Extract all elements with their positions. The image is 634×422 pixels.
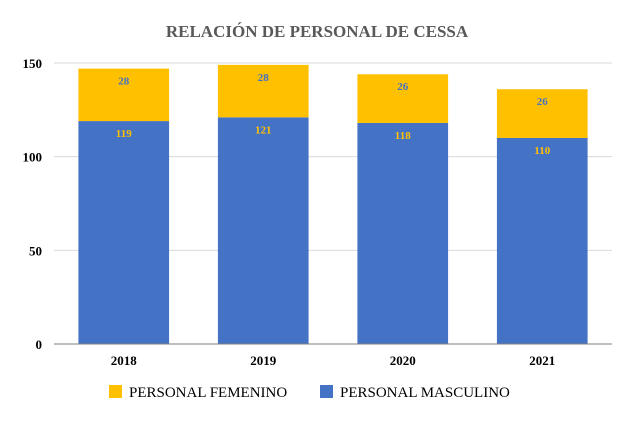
bar-segment-femenino [78,68,170,122]
bar-segment-masculino [496,137,588,344]
axes: 0 50 100 150 2018 2019 2020 2021 [23,56,612,368]
bar-segment-femenino [217,64,309,118]
data-label: 110 [534,145,550,157]
chart-title: RELACIÓN DE PERSONAL DE CESSA [166,22,469,41]
bars [78,64,588,345]
y-tick-label: 100 [23,150,43,165]
data-label: 121 [255,124,272,136]
y-tick-label: 0 [36,337,43,352]
bar-segment-masculino [217,117,309,345]
x-tick-label: 2020 [390,353,416,368]
y-tick-label: 150 [23,56,43,71]
legend-swatch [320,385,333,398]
data-label: 26 [537,96,549,108]
x-tick-label: 2019 [250,353,277,368]
y-tick-label: 50 [29,243,42,258]
bar-segment-femenino [357,74,449,123]
data-label: 119 [116,128,132,140]
data-label: 28 [258,72,270,84]
data-labels: 119 28 121 28 118 26 110 26 [116,72,551,157]
x-tick-label: 2018 [111,353,138,368]
data-label: 26 [397,81,409,93]
bar-segment-masculino [357,122,449,345]
data-label: 28 [118,76,130,88]
legend-swatch [109,385,122,398]
legend-label: PERSONAL MASCULINO [340,385,510,401]
legend: PERSONAL FEMENINO PERSONAL MASCULINO [109,385,510,401]
bar-segment-masculino [78,121,170,344]
bar-segment-femenino [496,89,588,138]
legend-label: PERSONAL FEMENINO [129,385,287,401]
x-tick-label: 2021 [529,353,555,368]
data-label: 118 [395,130,411,142]
